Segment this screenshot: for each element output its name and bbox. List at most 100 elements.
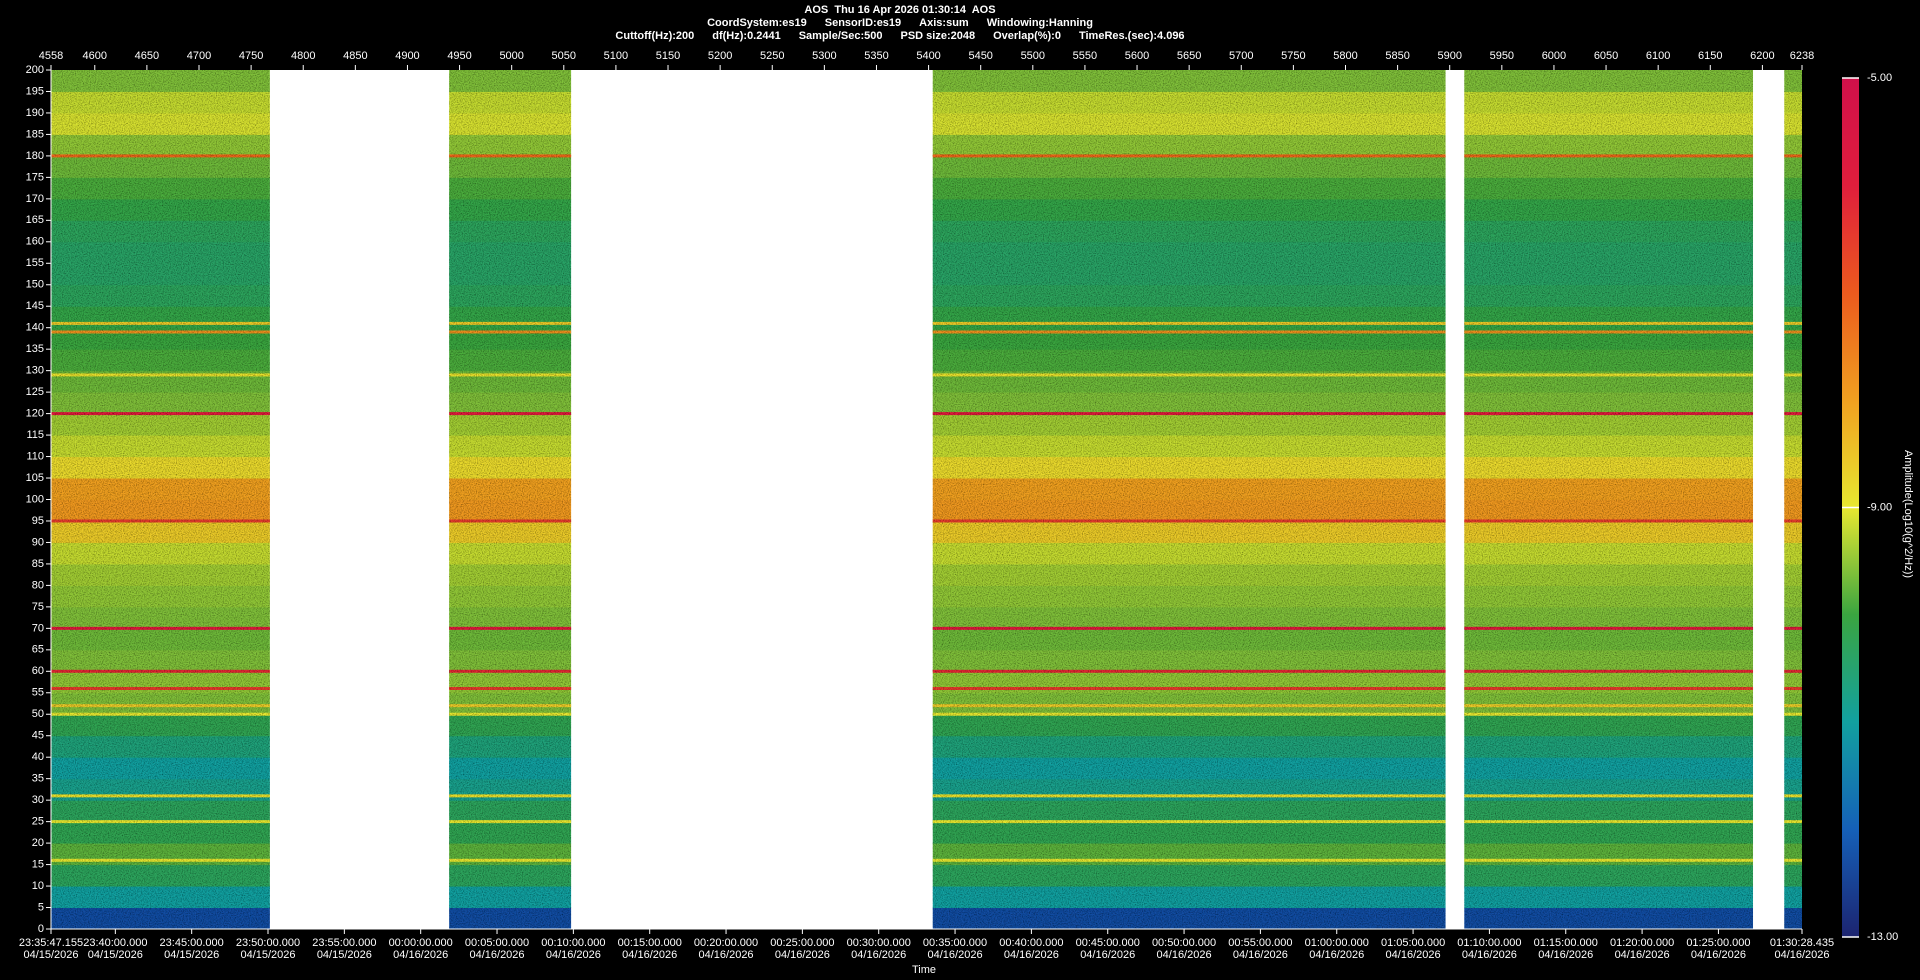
spectral-band: [449, 714, 572, 737]
tonal-line: [932, 686, 1446, 690]
spectral-band: [51, 757, 270, 780]
tonal-line: [51, 373, 270, 377]
spectral-band: [1464, 241, 1754, 264]
tonal-line: [1464, 321, 1754, 325]
x-tick-label: 5500: [1021, 50, 1045, 62]
spectral-band: [1464, 70, 1754, 92]
time-tick-label: 00:20:00.000: [694, 937, 758, 949]
tonal-line: [1784, 820, 1802, 824]
time-tick-date: 04/16/2026: [469, 949, 524, 961]
tonal-line: [1464, 712, 1754, 716]
spectral-band: [449, 392, 572, 415]
spectral-band: [1464, 91, 1754, 114]
x-tick-label: 6238: [1790, 50, 1814, 62]
spectral-band: [449, 198, 572, 221]
spectral-band: [51, 735, 270, 758]
spectral-band: [1784, 112, 1802, 135]
x-tick-label: 5750: [1281, 50, 1305, 62]
spectral-band: [449, 649, 572, 672]
spectral-band: [932, 220, 1446, 243]
y-tick-label: 0: [38, 923, 44, 935]
spectral-band: [1464, 542, 1754, 565]
y-tick-label: 120: [26, 408, 44, 420]
spectral-band: [932, 821, 1446, 844]
tonal-line: [51, 686, 270, 690]
x-tick-label: 5300: [812, 50, 836, 62]
time-tick-label: 00:50:00.000: [1152, 937, 1216, 949]
tonal-line: [449, 373, 572, 377]
time-tick-label: 00:25:00.000: [770, 937, 834, 949]
x-tick-label: 5700: [1229, 50, 1253, 62]
y-tick-label: 185: [26, 128, 44, 140]
y-tick-label: 100: [26, 493, 44, 505]
spectral-band: [932, 112, 1446, 135]
time-tick-label: 00:15:00.000: [618, 937, 682, 949]
spectral-band: [1464, 478, 1754, 500]
info-item: Sample/Sec:500: [798, 30, 883, 42]
y-tick-label: 30: [32, 794, 44, 806]
tonal-line: [1464, 519, 1754, 523]
spectral-band: [449, 91, 572, 114]
tonal-line: [1784, 712, 1802, 716]
spectral-band: [449, 520, 572, 543]
spectral-band: [932, 155, 1446, 178]
spectral-band: [51, 284, 270, 307]
spectral-band: [932, 134, 1446, 157]
spectral-band: [449, 284, 572, 307]
data-segment: [1464, 70, 1754, 930]
spectral-band: [51, 70, 270, 92]
spectral-band: [1784, 585, 1802, 608]
y-tick-label: 140: [26, 322, 44, 334]
y-tick-label: 45: [32, 730, 44, 742]
time-tick-label: 00:30:00.000: [847, 937, 911, 949]
spectral-band: [1784, 198, 1802, 221]
spectral-band: [1784, 542, 1802, 565]
time-tick-label: 01:15:00.000: [1534, 937, 1598, 949]
y-tick-label: 25: [32, 816, 44, 828]
time-tick-label: 01:30:28.435: [1770, 937, 1834, 949]
colorbar-label: Amplitude(Log10(g^2/Hz)): [1902, 450, 1914, 578]
spectral-band: [1784, 520, 1802, 543]
tonal-line: [51, 794, 270, 798]
tonal-line: [1464, 412, 1754, 416]
spectral-band: [932, 606, 1446, 629]
spectral-band: [449, 499, 572, 522]
x-tick-label: 6050: [1594, 50, 1618, 62]
x-tick-label: 4700: [187, 50, 211, 62]
spectral-band: [449, 585, 572, 608]
spectral-band: [932, 91, 1446, 114]
tonal-line: [51, 321, 270, 325]
spectral-band: [51, 585, 270, 608]
time-tick-label: 01:25:00.000: [1686, 937, 1750, 949]
tonal-line: [932, 373, 1446, 377]
spectral-band: [1784, 628, 1802, 651]
x-tick-label: 4558: [39, 50, 63, 62]
spectral-band: [51, 563, 270, 586]
spectral-band: [449, 241, 572, 264]
spectral-band: [1464, 134, 1754, 157]
spectral-band: [1464, 198, 1754, 221]
spectral-band: [1464, 499, 1754, 522]
title: AOS Thu 16 Apr 2026 01:30:14 AOS: [804, 4, 996, 16]
spectral-band: [1464, 456, 1754, 479]
info-item: Cuttoff(Hz):200: [615, 30, 695, 42]
x-tick-label: 4800: [291, 50, 315, 62]
time-tick-date: 04/15/2026: [240, 949, 295, 961]
y-tick-label: 110: [26, 450, 44, 462]
time-tick-label: 23:35:47.155: [19, 937, 83, 949]
x-tick-label: 4600: [83, 50, 107, 62]
header-title: AOS Thu 16 Apr 2026 01:30:14 AOS: [0, 4, 1800, 16]
y-tick-label: 170: [26, 193, 44, 205]
time-tick-label: 00:45:00.000: [1076, 937, 1140, 949]
tonal-line: [51, 820, 270, 824]
tonal-line: [1464, 794, 1754, 798]
x-tick-label: 5600: [1125, 50, 1149, 62]
time-tick-label: 00:55:00.000: [1228, 937, 1292, 949]
spectral-band: [1784, 241, 1802, 264]
spectral-band: [932, 692, 1446, 715]
tonal-line: [1464, 820, 1754, 824]
tonal-line: [932, 321, 1446, 325]
spectral-band: [1784, 800, 1802, 823]
time-tick-date: 04/16/2026: [1157, 949, 1212, 961]
y-tick-label: 200: [26, 64, 44, 76]
